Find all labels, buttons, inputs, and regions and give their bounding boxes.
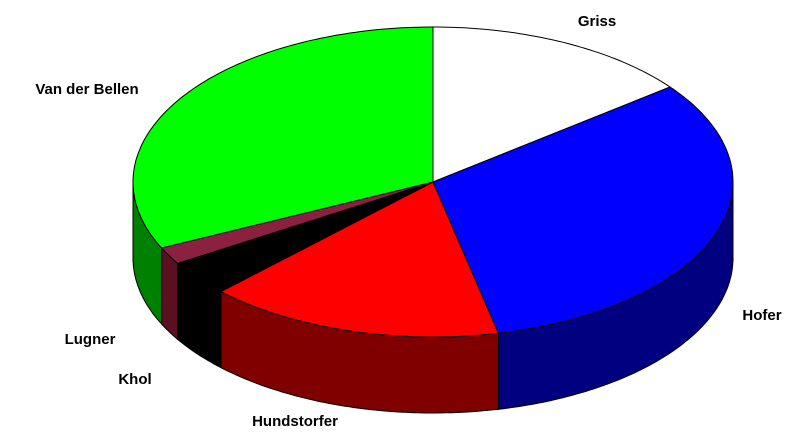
- slice-label: Khol: [118, 371, 151, 388]
- slice-label: Hundstorfer: [252, 413, 338, 430]
- slice: [160, 181, 434, 264]
- slice-label: Hofer: [742, 307, 781, 324]
- slice-label: Griss: [578, 13, 616, 30]
- slice: [176, 181, 434, 293]
- slice: [132, 26, 434, 249]
- slice: [219, 181, 500, 338]
- slice: [432, 26, 672, 183]
- slice-label: Lugner: [65, 331, 116, 348]
- slice: [432, 86, 734, 334]
- slice-label: Van der Bellen: [35, 81, 138, 98]
